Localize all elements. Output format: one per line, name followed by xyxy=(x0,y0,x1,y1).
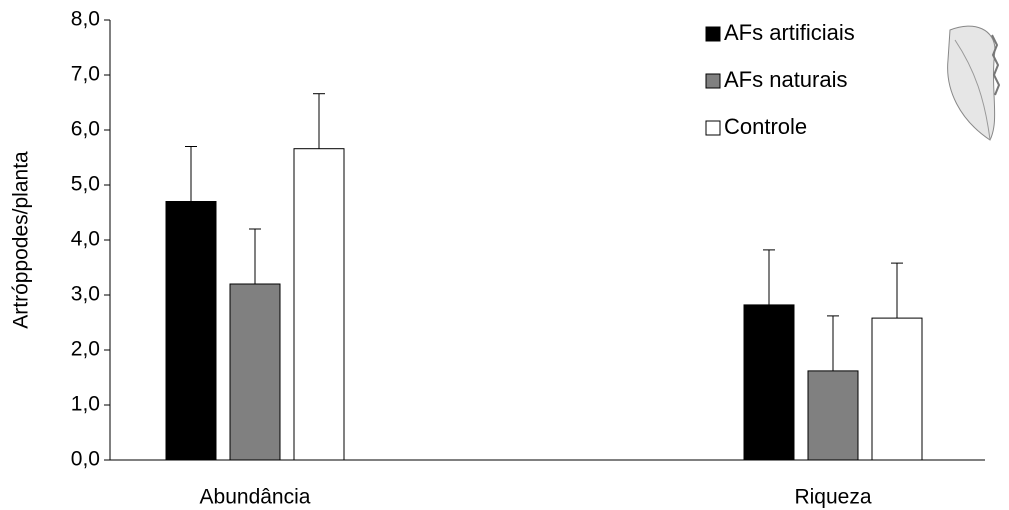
leaf-icon xyxy=(948,26,999,140)
bar xyxy=(294,149,344,460)
y-axis-label: Artróppodes/planta xyxy=(10,151,33,329)
legend-label: Controle xyxy=(724,114,807,139)
y-tick-label: 6,0 xyxy=(71,118,100,141)
y-tick-label: 0,0 xyxy=(71,448,100,471)
chart: Artróppodes/planta 0,0 1,0 2,0 3,0 4,0 5,0 6,0… xyxy=(0,0,1009,510)
bar xyxy=(872,318,922,460)
legend-swatch xyxy=(706,74,720,88)
y-tick-label: 7,0 xyxy=(71,63,100,86)
y-tick-label: 4,0 xyxy=(71,228,100,251)
y-tick-label: 3,0 xyxy=(71,283,100,306)
y-tick-label: 2,0 xyxy=(71,338,100,361)
x-tick-label: Abundância xyxy=(200,486,311,509)
legend-swatch xyxy=(706,27,720,41)
legend-swatch xyxy=(706,121,720,135)
y-tick-label: 5,0 xyxy=(71,173,100,196)
bar xyxy=(744,305,794,460)
legend-label: AFs naturais xyxy=(724,67,848,92)
y-tick-label: 1,0 xyxy=(71,393,100,416)
y-tick-label: 8,0 xyxy=(71,8,100,31)
bar xyxy=(808,371,858,460)
legend-label: AFs artificiais xyxy=(724,20,855,45)
x-tick-label: Riqueza xyxy=(794,486,871,509)
bar xyxy=(166,202,216,461)
bar xyxy=(230,284,280,460)
